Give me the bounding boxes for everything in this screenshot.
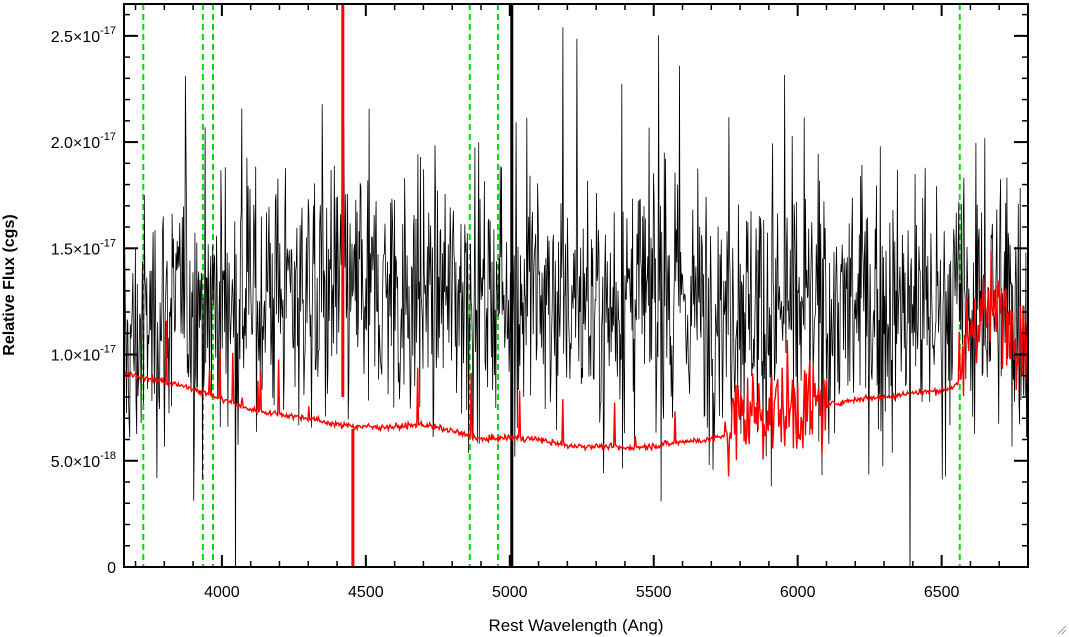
x-tick-label: 4000 bbox=[204, 584, 240, 601]
plot-frame bbox=[123, 3, 1029, 568]
x-tick-label: 5000 bbox=[492, 584, 528, 601]
y-tick-label: 1.5×10-17 bbox=[51, 237, 116, 258]
x-tick-label: 5500 bbox=[636, 584, 672, 601]
y-axis-label: Relative Flux (cgs) bbox=[1, 214, 18, 355]
y-axis-ticks: 0 5.0×10-18 1.0×10-17 1.5×10-17 2.0×10-17 2.5… bbox=[51, 13, 1028, 577]
y-tick-label: 2.5×10-17 bbox=[51, 25, 116, 46]
model-spectrum-line bbox=[124, 250, 1028, 477]
y-tick-label: 0 bbox=[107, 560, 116, 577]
y-tick-label: 1.0×10-17 bbox=[51, 344, 116, 365]
y-tick-label: 2.0×10-17 bbox=[51, 131, 116, 152]
x-tick-label: 4500 bbox=[348, 584, 384, 601]
model-spectrum bbox=[124, 4, 1028, 567]
x-axis-ticks: 4000 4500 5000 5500 6000 6500 bbox=[134, 4, 1029, 601]
observed-spectrum bbox=[124, 4, 1028, 567]
observed-spectrum-line bbox=[124, 27, 1028, 567]
resize-grip-icon[interactable] bbox=[1055, 623, 1067, 635]
y-tick-label: 5.0×10-18 bbox=[51, 450, 116, 471]
x-tick-label: 6000 bbox=[780, 584, 816, 601]
x-tick-label: 6500 bbox=[924, 584, 960, 601]
x-axis-label: Rest Wavelength (Ang) bbox=[488, 616, 663, 635]
